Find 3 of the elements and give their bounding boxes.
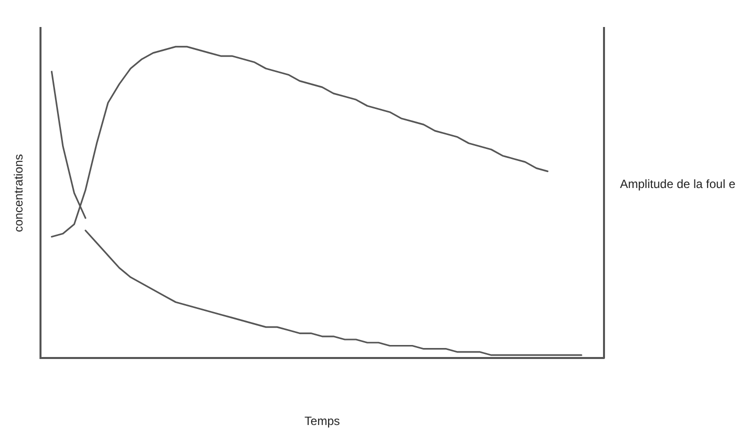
- x-axis-title: Temps: [304, 414, 340, 428]
- y-axis-title: concentrations: [12, 154, 26, 232]
- y2-axis-title: Amplitude de la foul e: [620, 176, 736, 193]
